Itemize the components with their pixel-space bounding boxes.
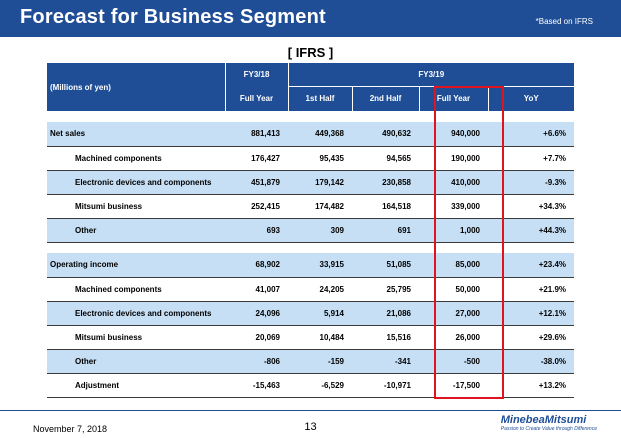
cell: +23.4% xyxy=(488,253,575,278)
col-header-2nd-half: 2nd Half xyxy=(352,86,420,111)
cell: +34.3% xyxy=(488,194,575,219)
row-label: Electronic devices and components xyxy=(47,301,225,326)
cell: 1,000 xyxy=(419,218,488,243)
cell: -15,463 xyxy=(225,373,288,398)
cell: 50,000 xyxy=(419,277,488,302)
cell: -6,529 xyxy=(288,373,352,398)
cell: 25,795 xyxy=(352,277,419,302)
cell: 230,858 xyxy=(352,170,419,195)
row-label: Mitsumi business xyxy=(47,194,225,219)
cell: -806 xyxy=(225,349,288,374)
cell: 33,915 xyxy=(288,253,352,278)
col-header-1st-half: 1st Half xyxy=(288,86,353,111)
cell: +12.1% xyxy=(488,301,575,326)
row-label: Machined components xyxy=(47,146,225,171)
cell: 339,000 xyxy=(419,194,488,219)
cell: 5,914 xyxy=(288,301,352,326)
cell: -17,500 xyxy=(419,373,488,398)
cell: 27,000 xyxy=(419,301,488,326)
col-header-fy19-full-year: Full Year xyxy=(419,86,489,111)
logo-name: MinebeaMitsumi xyxy=(500,414,587,426)
cell: 881,413 xyxy=(225,122,288,147)
header-row-years: (Millions of yen) FY3/18 FY3/19 xyxy=(47,63,575,111)
cell: -9.3% xyxy=(488,170,575,195)
cell: -341 xyxy=(352,349,419,374)
cell: +44.3% xyxy=(488,218,575,243)
table-row-operating-income: Operating income 68,902 33,915 51,085 85… xyxy=(47,253,575,278)
cell: -10,971 xyxy=(352,373,419,398)
col-header-fy18-full-year: Full Year xyxy=(225,86,289,111)
header-bar: Forecast for Business Segment *Based on … xyxy=(0,0,621,37)
table-row: Machined components 41,007 24,205 25,795… xyxy=(47,277,575,302)
cell: 24,205 xyxy=(288,277,352,302)
footer-divider xyxy=(0,410,621,411)
cell: +6.6% xyxy=(488,122,575,147)
section-label: [ IFRS ] xyxy=(287,45,334,60)
table-row: Mitsumi business 252,415 174,482 164,518… xyxy=(47,194,575,219)
table-row-net-sales: Net sales 881,413 449,368 490,632 940,00… xyxy=(47,122,575,147)
cell: 15,516 xyxy=(352,325,419,350)
cell: +21.9% xyxy=(488,277,575,302)
row-label: Adjustment xyxy=(47,373,225,398)
table-row: Other 693 309 691 1,000 +44.3% xyxy=(47,218,575,243)
forecast-table: (Millions of yen) FY3/18 FY3/19 Full Yea… xyxy=(47,63,575,398)
footer-date: November 7, 2018 xyxy=(33,424,108,434)
cell: 940,000 xyxy=(419,122,488,147)
cell: +13.2% xyxy=(488,373,575,398)
cell: 691 xyxy=(352,218,419,243)
col-header-yoy: YoY xyxy=(488,86,575,111)
unit-label: (Millions of yen) xyxy=(47,63,226,111)
table-row: Electronic devices and components 451,87… xyxy=(47,170,575,195)
cell: 10,484 xyxy=(288,325,352,350)
table-row: Other -806 -159 -341 -500 -38.0% xyxy=(47,349,575,374)
table-row: Mitsumi business 20,069 10,484 15,516 26… xyxy=(47,325,575,350)
cell: 174,482 xyxy=(288,194,352,219)
table-row: Electronic devices and components 24,096… xyxy=(47,301,575,326)
cell: +7.7% xyxy=(488,146,575,171)
cell: 26,000 xyxy=(419,325,488,350)
cell: 41,007 xyxy=(225,277,288,302)
cell: 449,368 xyxy=(288,122,352,147)
company-logo: MinebeaMitsumi Passion to Create Value t… xyxy=(501,414,597,432)
cell: 252,415 xyxy=(225,194,288,219)
page-number: 13 xyxy=(304,421,317,433)
cell: 309 xyxy=(288,218,352,243)
header-row-periods: Full Year 1st Half 2nd Half Full Year Yo… xyxy=(47,86,575,111)
row-label: Other xyxy=(47,349,225,374)
cell: 693 xyxy=(225,218,288,243)
cell: 176,427 xyxy=(225,146,288,171)
cell: 179,142 xyxy=(288,170,352,195)
fy19-header: FY3/19 xyxy=(288,63,575,87)
cell: 85,000 xyxy=(419,253,488,278)
cell: 24,096 xyxy=(225,301,288,326)
cell: 21,086 xyxy=(352,301,419,326)
row-label: Electronic devices and components xyxy=(47,170,225,195)
cell: -159 xyxy=(288,349,352,374)
cell: +29.6% xyxy=(488,325,575,350)
table-row: Machined components 176,427 95,435 94,56… xyxy=(47,146,575,171)
logo-tagline: Passion to Create Value through Differen… xyxy=(500,426,597,432)
cell: -500 xyxy=(419,349,488,374)
ifrs-note: *Based on IFRS xyxy=(535,17,593,26)
cell: 410,000 xyxy=(419,170,488,195)
cell: 451,879 xyxy=(225,170,288,195)
fy18-header: FY3/18 xyxy=(225,63,289,86)
row-label: Other xyxy=(47,218,225,243)
cell: 68,902 xyxy=(225,253,288,278)
table-row: Adjustment -15,463 -6,529 -10,971 -17,50… xyxy=(47,373,575,398)
cell: 190,000 xyxy=(419,146,488,171)
row-label: Operating income xyxy=(47,253,225,278)
row-label: Machined components xyxy=(47,277,225,302)
cell: 164,518 xyxy=(352,194,419,219)
cell: 490,632 xyxy=(352,122,419,147)
cell: 95,435 xyxy=(288,146,352,171)
cell: -38.0% xyxy=(488,349,575,374)
row-label: Net sales xyxy=(47,122,225,147)
row-label: Mitsumi business xyxy=(47,325,225,350)
cell: 94,565 xyxy=(352,146,419,171)
cell: 20,069 xyxy=(225,325,288,350)
cell: 51,085 xyxy=(352,253,419,278)
page-title: Forecast for Business Segment xyxy=(20,6,326,28)
